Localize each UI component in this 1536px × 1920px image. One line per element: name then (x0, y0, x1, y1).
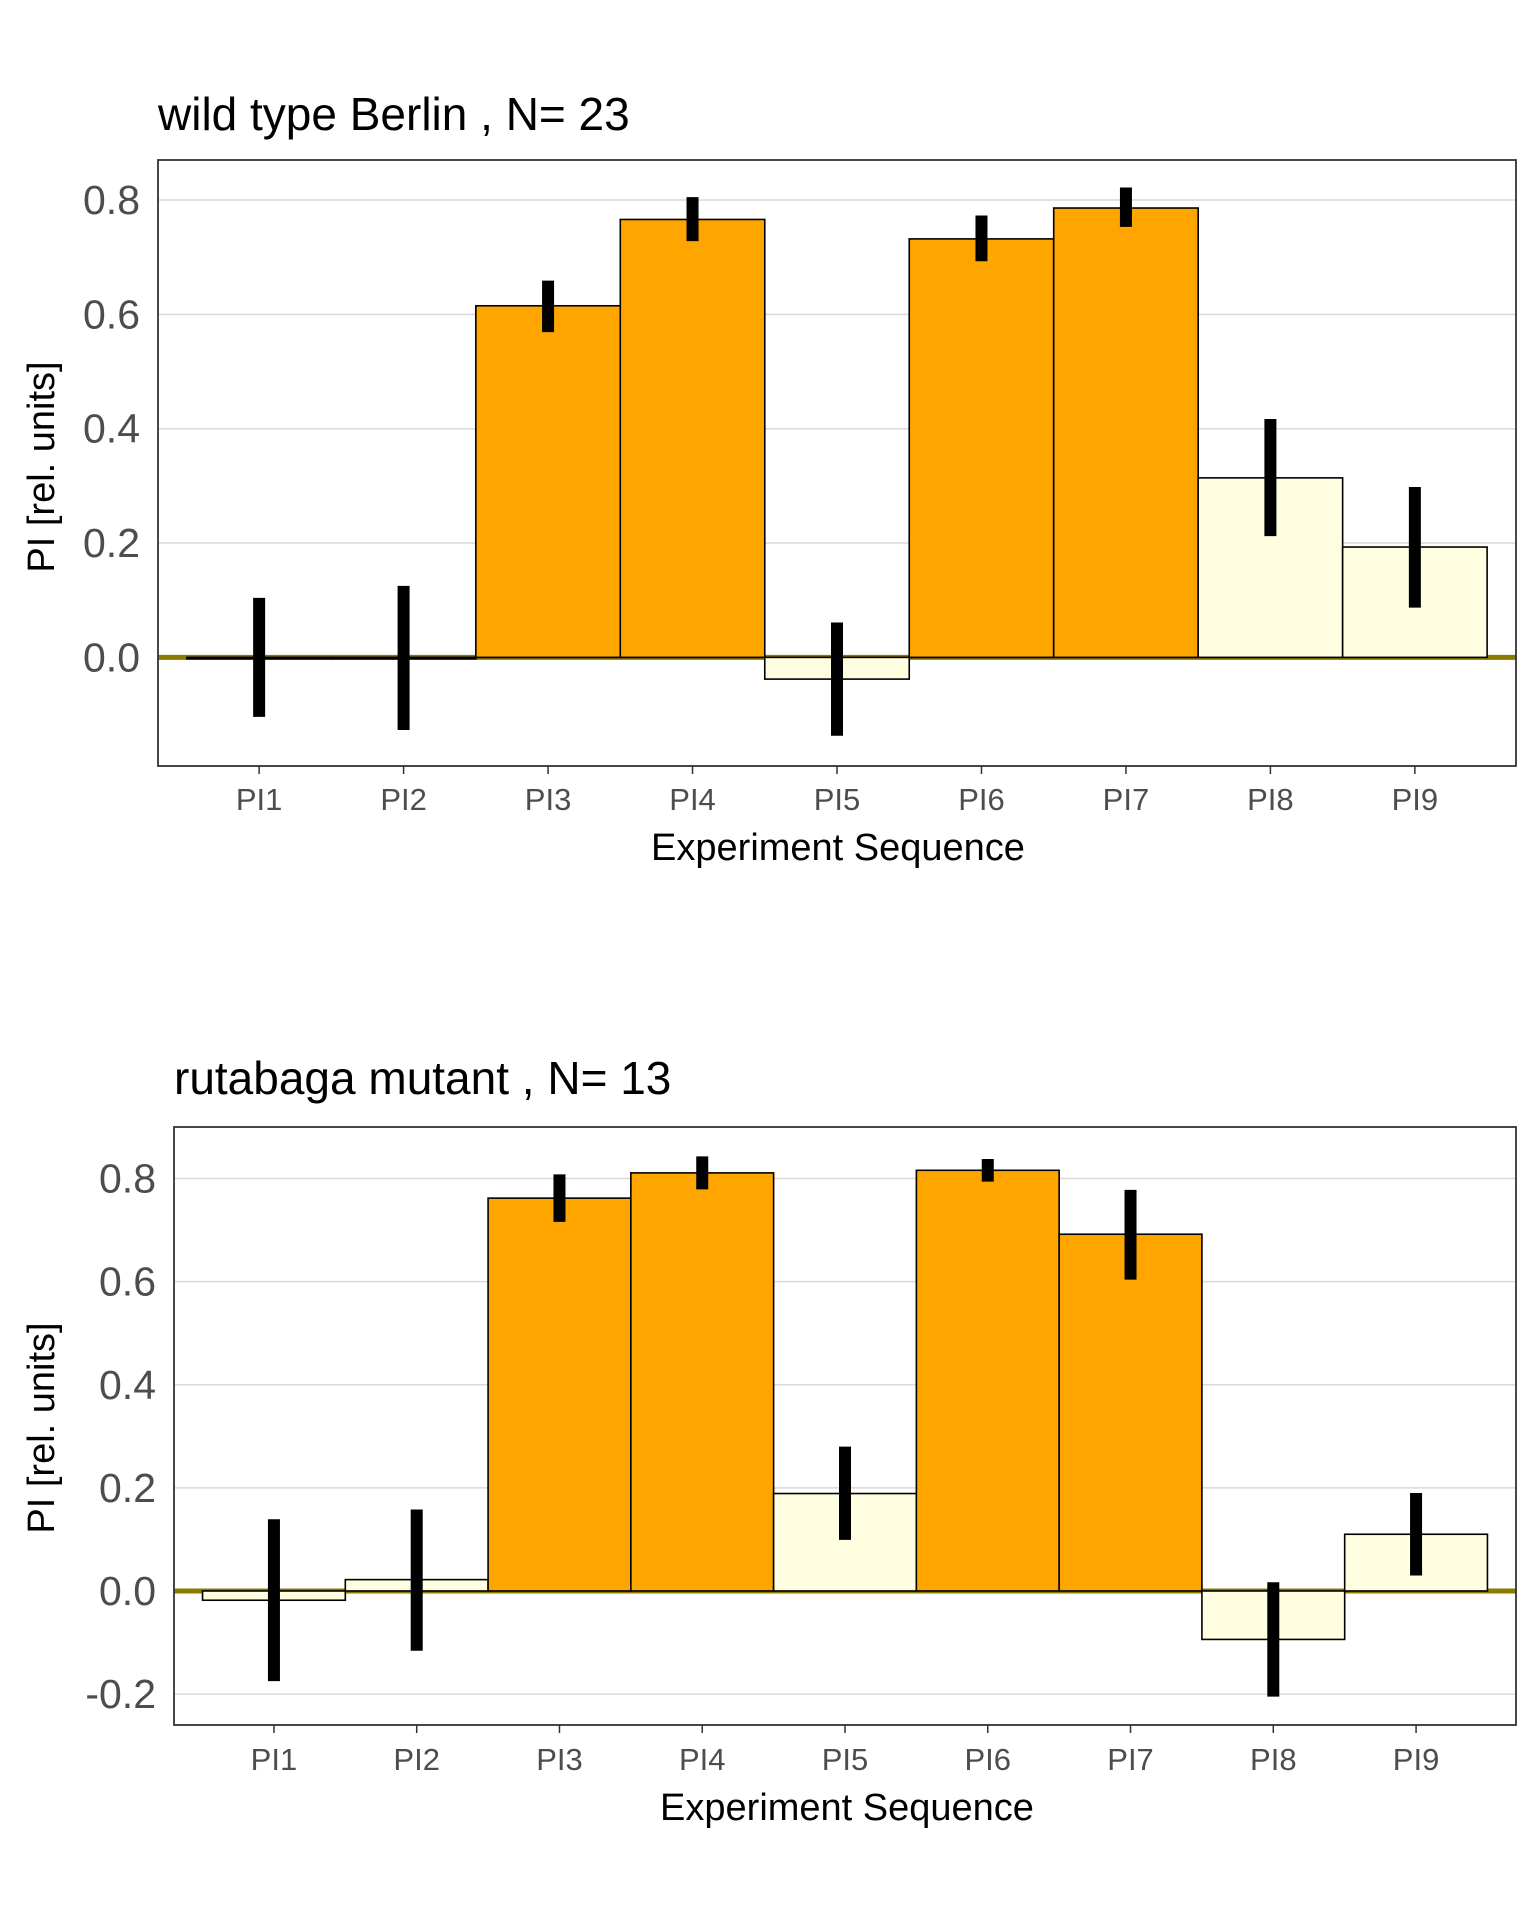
y-axis-label: PI [rel. units] (21, 361, 63, 572)
y-tick-label: 0.2 (99, 1465, 156, 1511)
plot-border (173, 1126, 1517, 1726)
x-tick-label: PI1 (251, 1742, 298, 1777)
x-tick-label: PI3 (536, 1742, 583, 1777)
bar (1052, 207, 1199, 659)
y-axis-label: PI [rel. units] (21, 1322, 63, 1533)
bar (487, 1197, 632, 1592)
x-tick-label: PI8 (1250, 1742, 1297, 1777)
bar (630, 1172, 775, 1592)
x-tick-label: PI4 (669, 782, 716, 817)
x-tick-label: PI6 (965, 1742, 1012, 1777)
x-tick-label: PI1 (236, 782, 283, 817)
plot-area: -0.2 0.0 0.2 0.4 0.6 0.8 PI1 PI2 PI3 PI4 PI5 PI6 PI7… (85, 1126, 1517, 1777)
x-tick-label: PI8 (1247, 782, 1294, 817)
y-tick-label: 0.0 (83, 634, 140, 680)
bar (619, 218, 766, 659)
panel-wild-type-berlin: wild type Berlin , N= 23 0.0 0.2 0.4 0.6 0.8… (21, 88, 1517, 869)
plot-area: 0.0 0.2 0.4 0.6 0.8 PI1 PI2 PI3 PI4 PI5 PI6 PI7 PI8 P… (83, 159, 1517, 817)
y-tick-label: 0.2 (83, 520, 140, 566)
chart-title: rutabaga mutant , N= 13 (174, 1052, 671, 1104)
x-tick-label: PI4 (679, 1742, 726, 1777)
y-tick-label: 0.6 (83, 291, 140, 337)
plot-border (157, 159, 1517, 767)
x-tick-label: PI5 (822, 1742, 869, 1777)
x-tick-label: PI3 (525, 782, 572, 817)
y-tick-label: -0.2 (85, 1671, 156, 1717)
x-axis-label: Experiment Sequence (651, 827, 1025, 869)
x-tick-label: PI7 (1107, 1742, 1154, 1777)
bar (475, 304, 622, 659)
panel-rutabaga-mutant: rutabaga mutant , N= 13 -0.2 0.0 0.2 0.4 0.6… (21, 1052, 1517, 1829)
y-tick-label: 0.8 (99, 1156, 156, 1202)
y-tick-label: 0.4 (99, 1362, 156, 1408)
chart-title: wild type Berlin , N= 23 (157, 88, 630, 140)
bar (1058, 1233, 1203, 1592)
x-tick-label: PI9 (1393, 1742, 1440, 1777)
x-tick-label: PI5 (814, 782, 861, 817)
y-tick-label: 0.8 (83, 177, 140, 223)
bar (915, 1169, 1060, 1592)
y-tick-label: 0.4 (83, 406, 140, 452)
x-tick-label: PI2 (393, 1742, 440, 1777)
x-axis-label: Experiment Sequence (660, 1787, 1034, 1829)
x-tick-label: PI6 (958, 782, 1005, 817)
x-tick-label: PI7 (1103, 782, 1150, 817)
bar (908, 238, 1055, 659)
y-tick-label: 0.0 (99, 1568, 156, 1614)
x-tick-label: PI2 (380, 782, 427, 817)
x-tick-label: PI9 (1392, 782, 1439, 817)
y-tick-label: 0.6 (99, 1259, 156, 1305)
